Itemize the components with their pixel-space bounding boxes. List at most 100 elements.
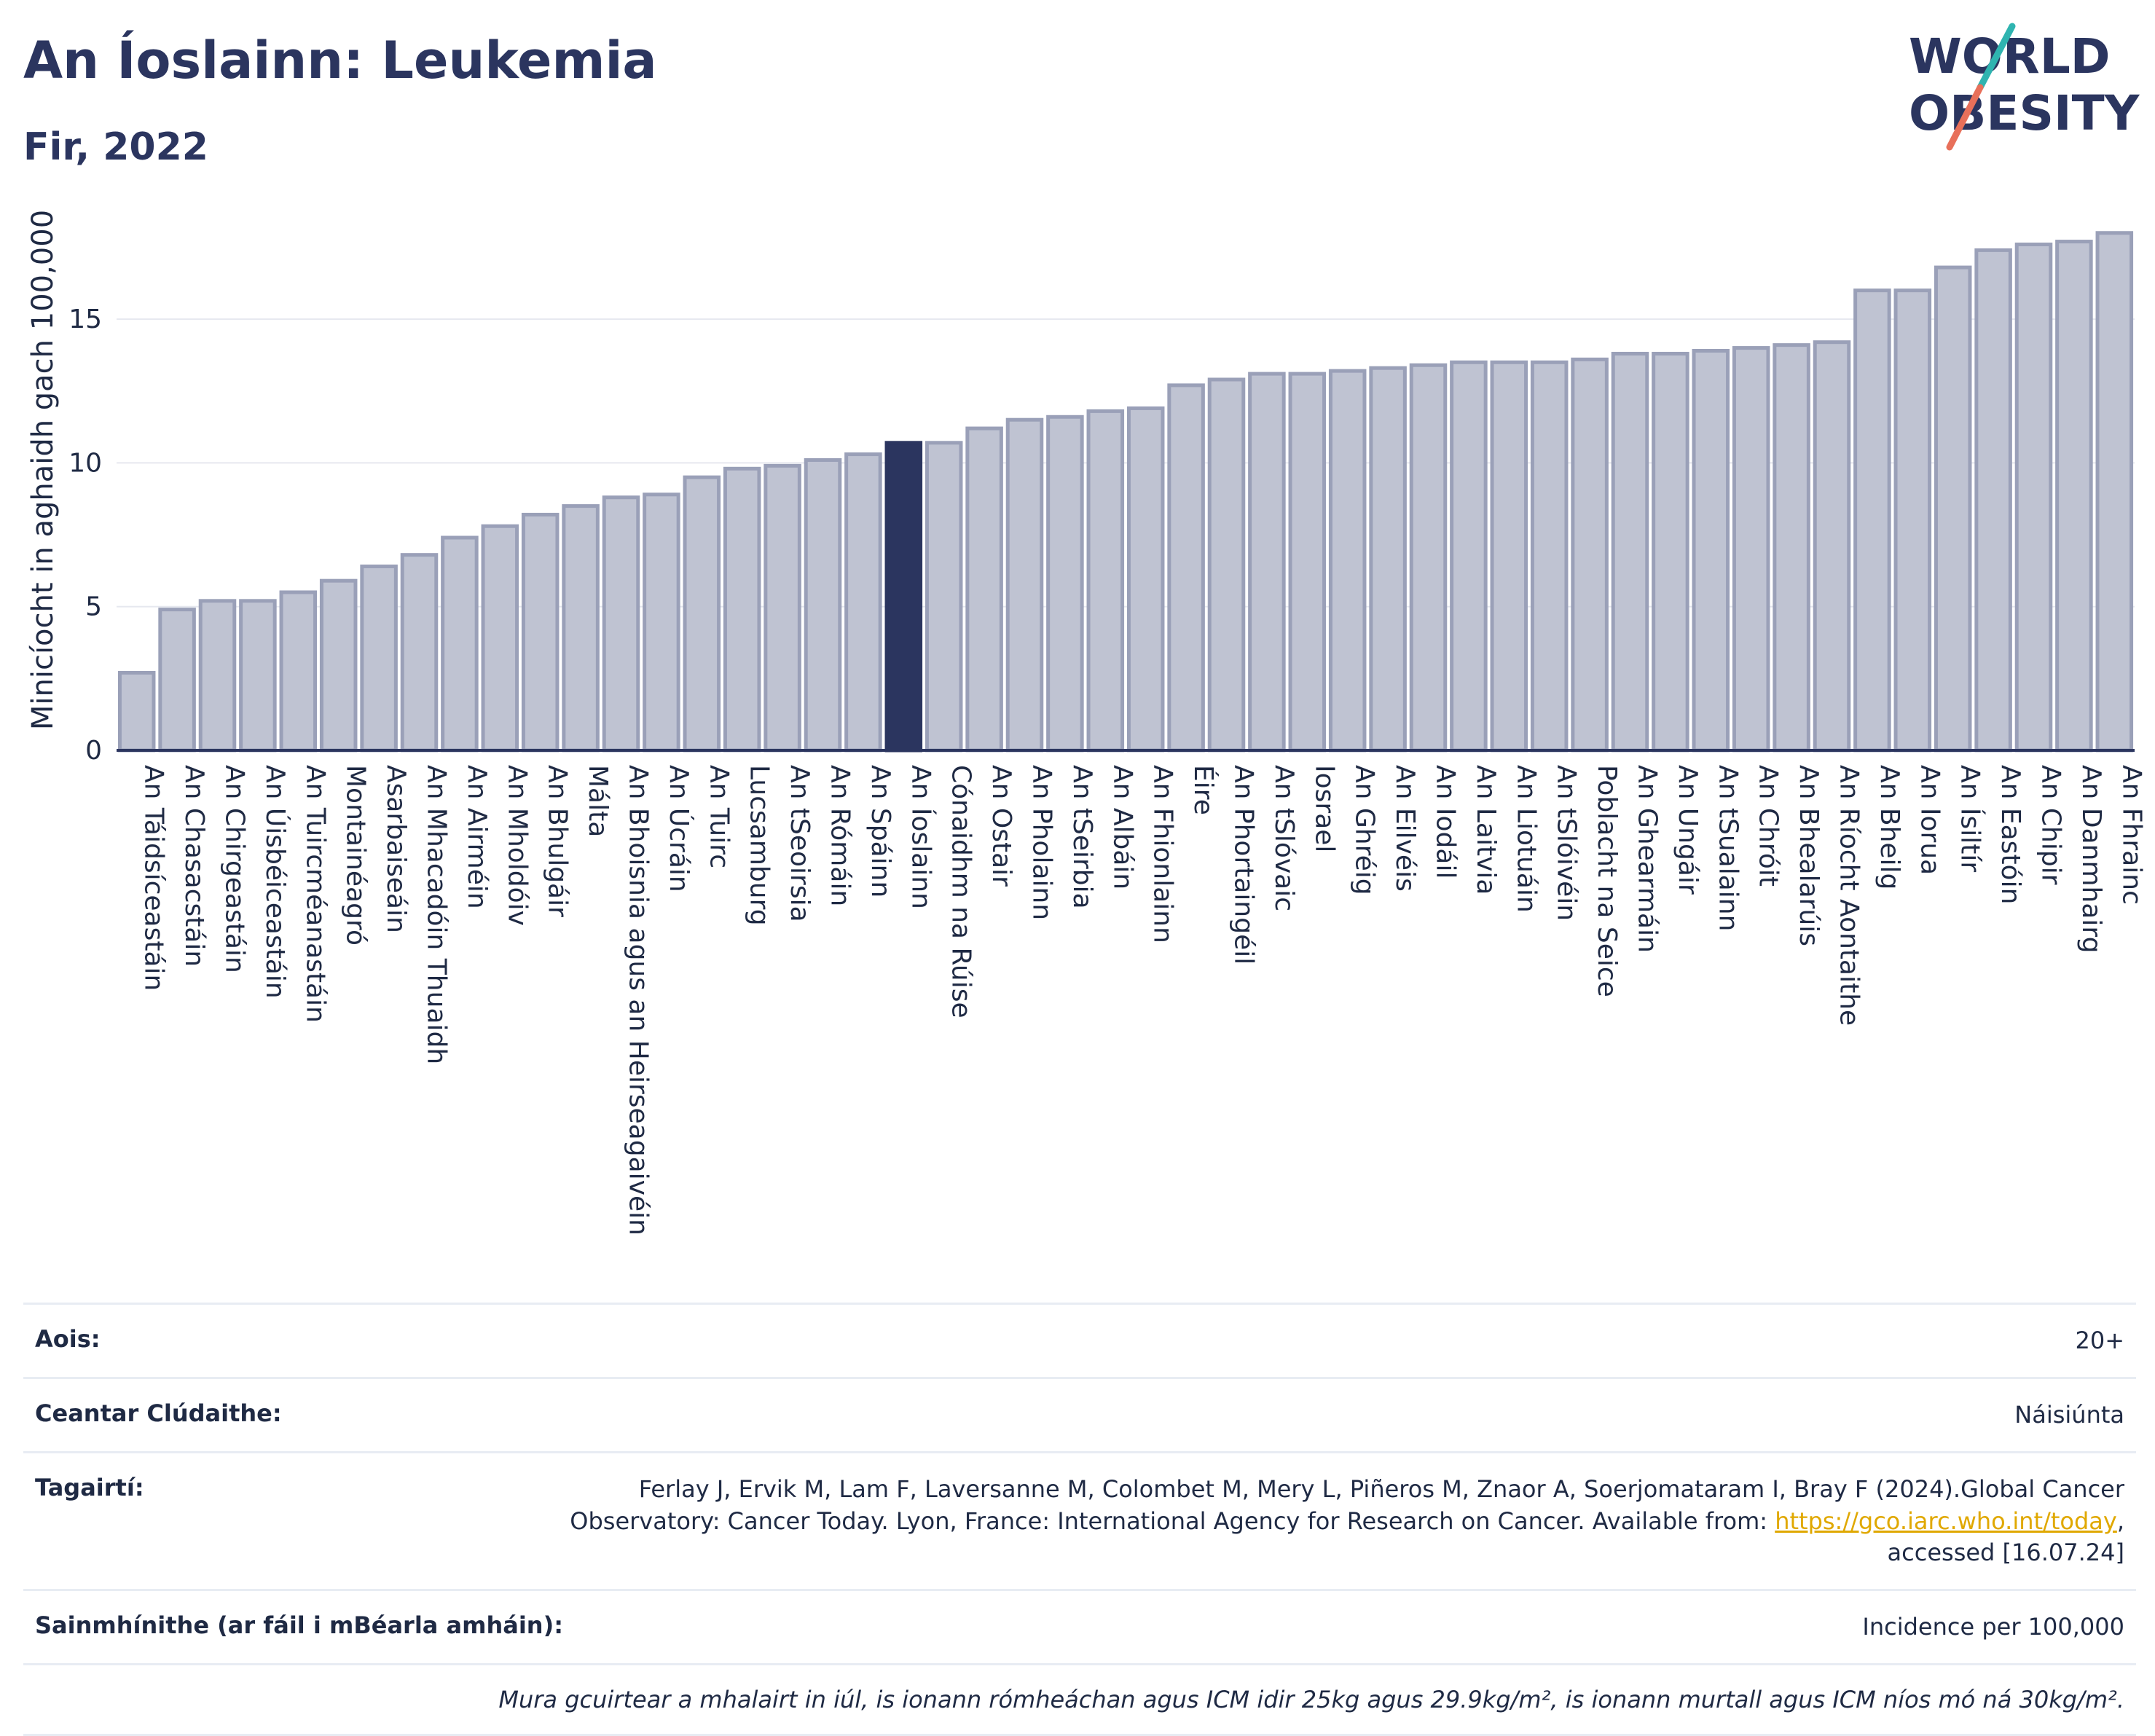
age-value: 20+ [2075,1327,2124,1354]
bar [602,495,640,753]
category-label: An Bhealarúis [1794,765,1824,946]
bar [1974,248,2012,753]
category-label: Éire [1188,765,1219,815]
category-label: An Chasacstáin [179,765,209,967]
bar [1005,417,1044,753]
references-tail: , accessed [16.07.24] [1887,1507,2124,1566]
category-label: An Mholdóiv [502,765,532,926]
footnote: Mura gcuirtear a mhalairt in iúl, is ion… [498,1686,2124,1714]
category-label: An Danmhairg [2076,765,2106,953]
category-label: An Pholainn [1027,765,1057,920]
bar [1611,351,1649,753]
category-label: An tSlóvaic [1269,765,1299,911]
category-label: An Eastóin [1995,765,2025,904]
logo-line-2: OBESITY [1909,85,2140,141]
bar-highlighted [884,441,923,753]
y-tick-labels: 0 5 10 15 [68,305,102,766]
y-tick-label: 0 [85,736,102,766]
category-label: An Tuirc [704,765,734,868]
bar [1086,409,1125,753]
category-label: Poblacht na Seice [1592,765,1622,997]
category-label: An Spáinn [865,765,895,898]
references-label: Tagairtí: [35,1474,144,1502]
category-label: An Mhacadóin Thuaidh [422,765,452,1064]
category-label: An tSlóivéin [1552,765,1582,921]
bar [198,599,237,753]
bar [1207,377,1246,753]
category-label: Málta [583,765,613,837]
bar [1167,383,1205,753]
bar [360,564,398,753]
references-text: Ferlay J, Ervik M, Lam F, Laversanne M, … [570,1475,2124,1535]
info-table: Aois: 20+ Ceantar Clúdaithe: Náisiúnta T… [23,1303,2136,1736]
age-label: Aois: [35,1325,101,1353]
category-label: An Táidsíceastáin [139,765,169,991]
category-label: An tSeirbia [1067,765,1097,909]
bar [1530,360,1569,753]
bar [239,599,277,753]
category-label: An Ungáir [1673,765,1703,895]
chart-title: An Íoslainn: Leukemia [23,31,657,90]
bar [1450,360,1488,753]
category-label: An Iorua [1915,765,1944,875]
bar [441,535,479,753]
bar [279,590,318,753]
category-label: An Úisbéiceastáin [260,765,291,999]
bar [562,504,600,753]
definitions-label: Sainmhínithe (ar fáil i mBéarla amháin): [35,1611,563,1639]
bar [683,475,721,753]
category-label: An Ríocht Aontaithe [1834,765,1864,1026]
category-label: An Chirgeastáin [220,765,250,973]
category-label: An Chróit [1754,765,1783,887]
bar [1288,372,1327,753]
chart-subtitle: Fir, 2022 [23,125,208,169]
bar [844,452,882,753]
info-row-area: Ceantar Clúdaithe: Náisiúnta [23,1377,2136,1451]
category-label: An Íoslainn [906,765,936,909]
y-tick-label: 15 [68,305,102,334]
bar [158,608,196,753]
category-label: An tSualainn [1713,765,1743,931]
logo-slash-coral [1946,84,1984,151]
category-label: An tSeoirsia [785,765,814,922]
category-label: An Bhulgáir [543,765,573,917]
bar [1732,346,1770,753]
category-label: An Fhionlainn [1148,765,1178,943]
bar [1248,372,1286,753]
category-label: Montainéagró [341,765,371,946]
category-label: An Phortaingéil [1229,765,1259,965]
definitions-value: Incidence per 100,000 [1862,1612,2124,1641]
bar [1813,340,1851,753]
category-label: An Airméin [462,765,492,909]
bars [117,231,2134,753]
category-label: An Liotuáin [1511,765,1541,913]
category-label: An Ghearmáin [1633,765,1663,953]
info-row-definitions: Sainmhínithe (ar fáil i mBéarla amháin):… [23,1588,2136,1663]
bar [117,670,156,753]
bar [925,441,963,753]
bar [1934,265,1972,753]
category-label: Lucsamburg [745,765,774,926]
category-label: An Rómáin [825,765,855,906]
bar [400,553,439,753]
category-label: An Albáin [1107,765,1137,889]
category-label: An Bhoisnia agus an Heirseagaivéin [624,765,653,1236]
bar [1853,288,1891,753]
bar [319,578,358,753]
bar [1571,357,1609,753]
y-axis-title: Minicíocht in aghaidh gach 100,000 [26,210,60,730]
bar [643,492,680,753]
bar [481,524,519,753]
info-row-note: Mura gcuirtear a mhalairt in iúl, is ion… [23,1663,2136,1736]
references-link[interactable]: https://gco.iarc.who.int/today [1775,1507,2117,1535]
bar [1490,360,1528,753]
category-label: Asarbaiseáin [381,765,411,933]
info-row-references: Tagairtí: Ferlay J, Ervik M, Lam F, Lave… [23,1451,2136,1589]
bar [1046,415,1084,753]
category-label: An Ghréig [1350,765,1380,895]
bar [1692,349,1730,753]
bar [804,457,842,753]
world-obesity-logo: WORLD OBESITY [1909,23,2140,151]
bar [723,466,761,753]
bar [965,426,1003,753]
